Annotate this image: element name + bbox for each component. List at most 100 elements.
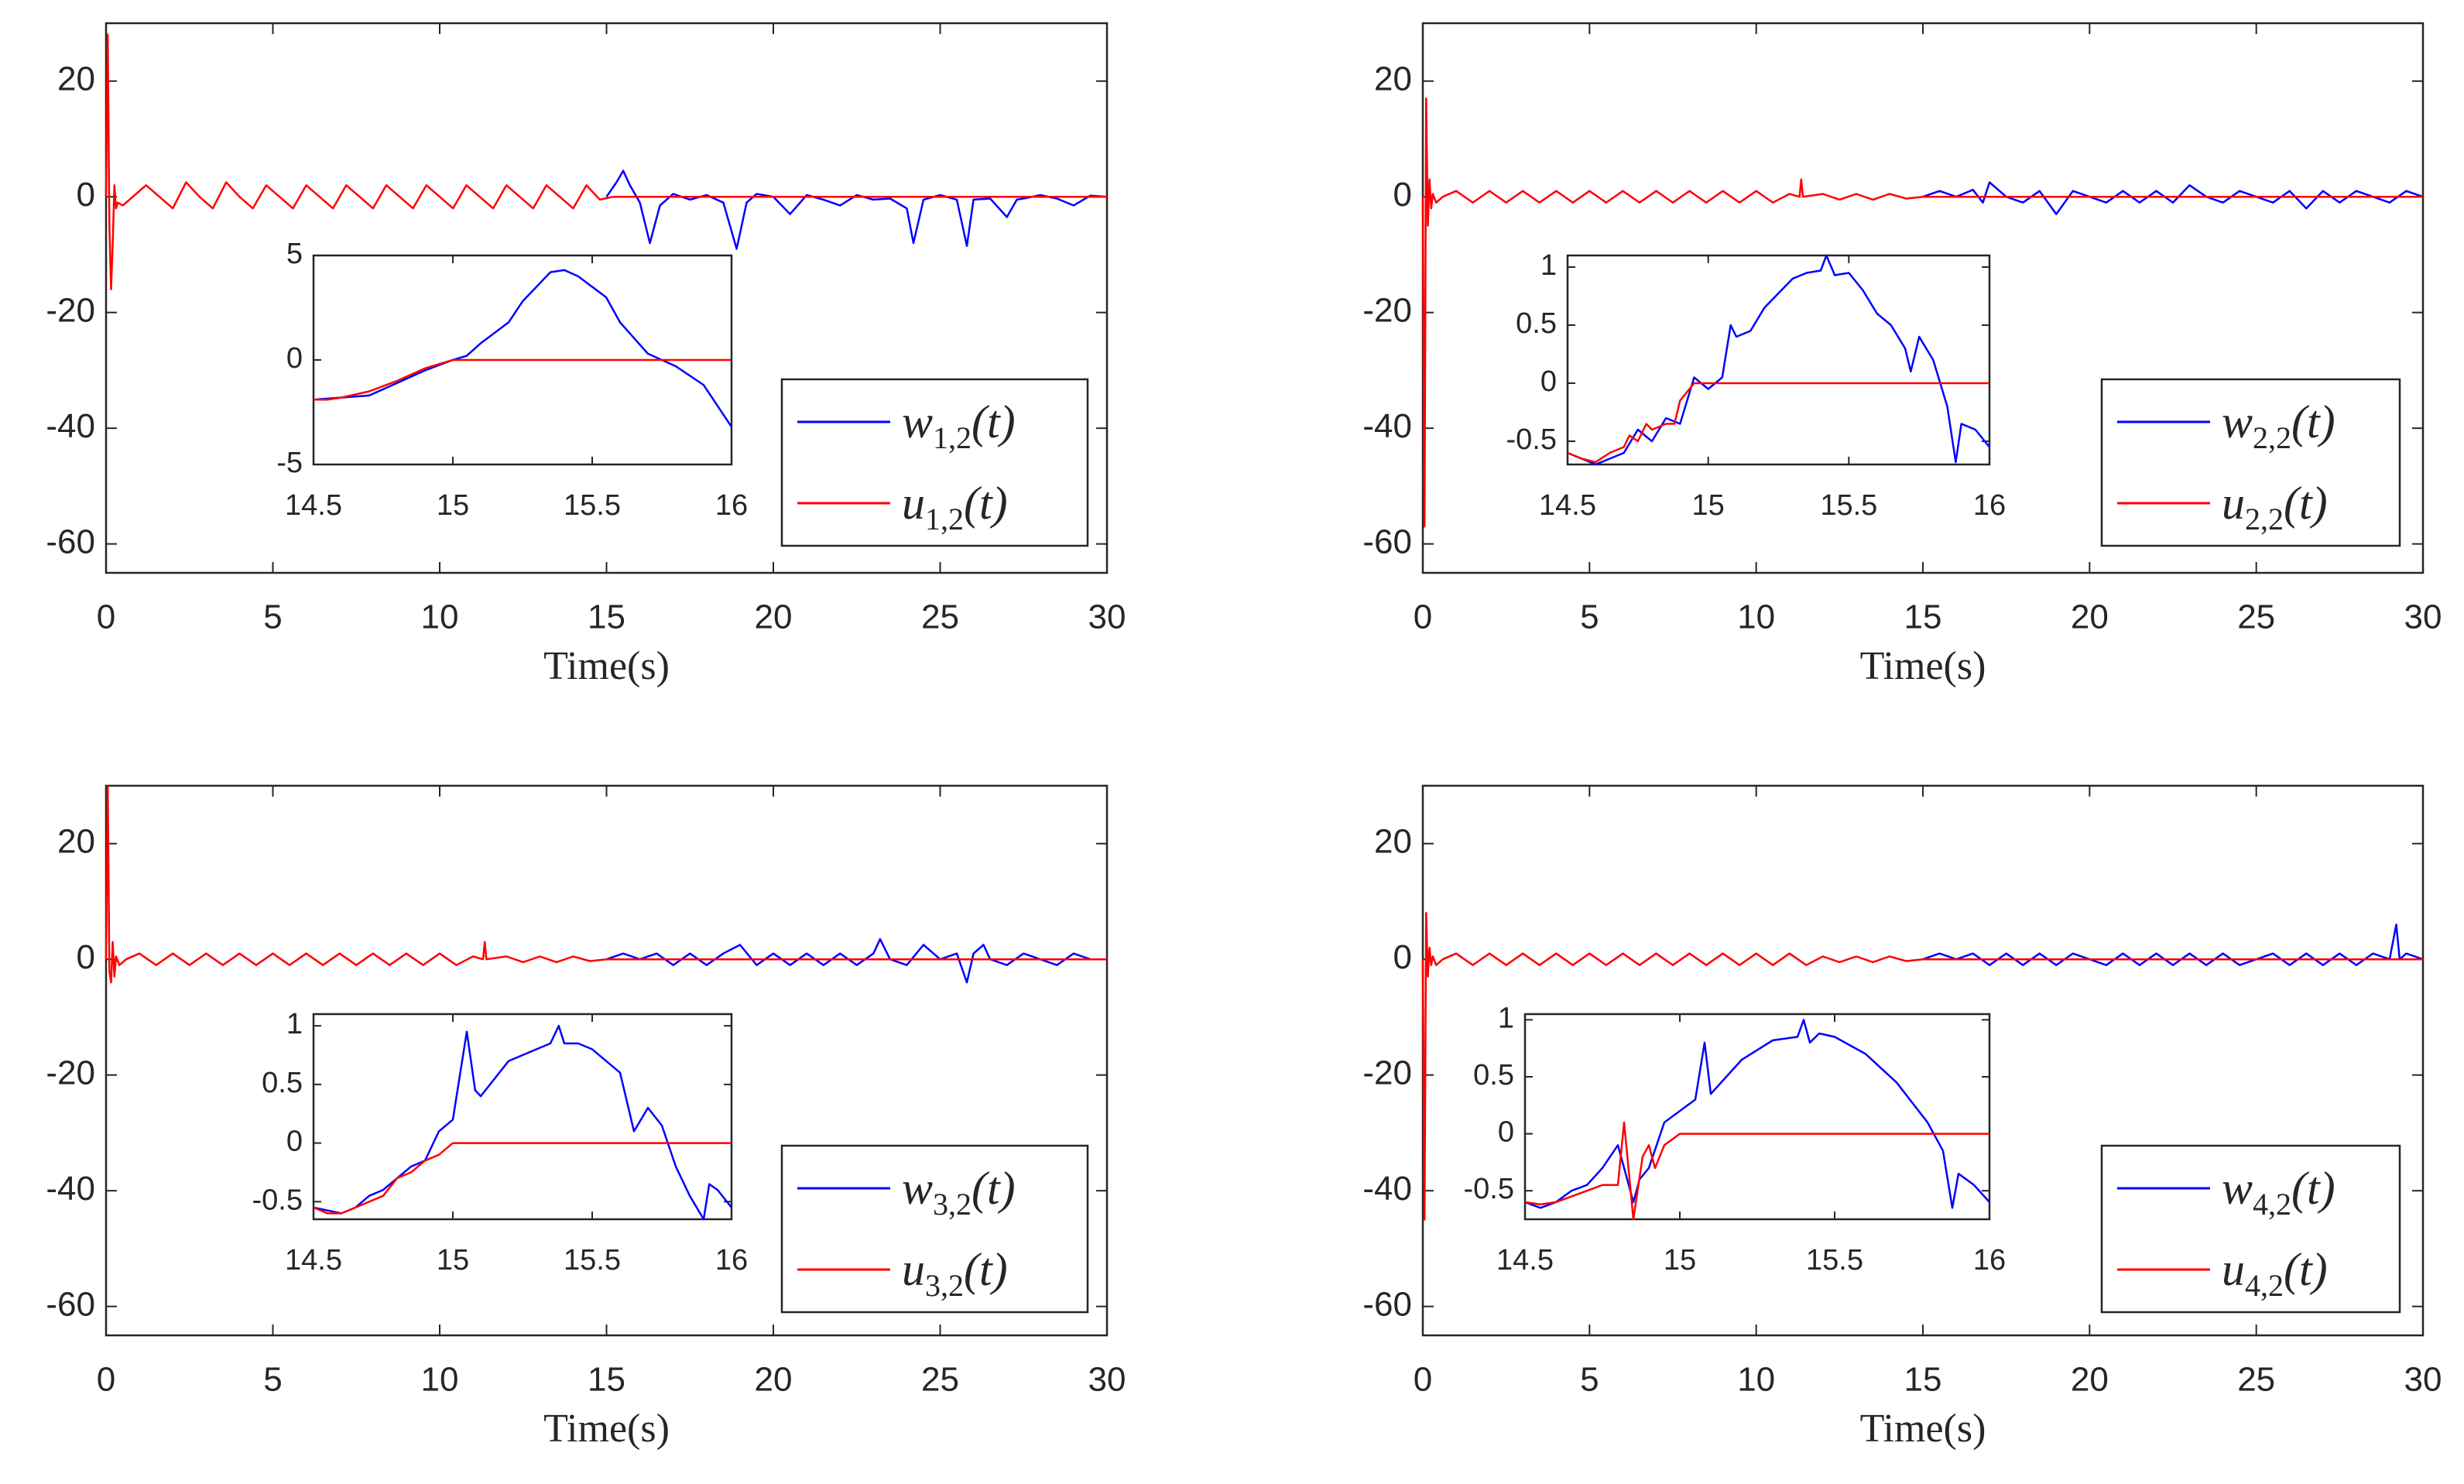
panel-4-legend-arg-w: (t) bbox=[2291, 1163, 2335, 1214]
panel-3-main-xtick-label: 15 bbox=[588, 1361, 625, 1399]
panel-4-main-xtick-label: 0 bbox=[1414, 1361, 1432, 1399]
panel-4-main-xtick-label: 30 bbox=[2404, 1361, 2442, 1399]
panel-3-main-ytick-label: -40 bbox=[46, 1170, 95, 1208]
panel-1-main-xtick-label: 20 bbox=[755, 598, 793, 636]
panel-4-main-ytick-label: -60 bbox=[1362, 1285, 1412, 1323]
panel-2-legend-arg-w: (t) bbox=[2291, 396, 2335, 447]
panel-2-main-xtick-label: 25 bbox=[2237, 598, 2275, 636]
panel-3-inset-ytick-label: 0 bbox=[286, 1126, 303, 1158]
panel-4-main-xtick-label: 10 bbox=[1737, 1361, 1775, 1399]
panel-4-legend-label-w: w4,2(t) bbox=[2222, 1163, 2335, 1222]
panel-2-main-ytick-label: -40 bbox=[1362, 407, 1412, 445]
panel-3-inset-ytick-label: 0.5 bbox=[262, 1067, 303, 1099]
panel-3-inset-xtick-label: 15.5 bbox=[564, 1244, 621, 1277]
panel-1-main-xtick-label: 15 bbox=[588, 598, 625, 636]
panel-1-main-ytick-label: -60 bbox=[46, 523, 95, 560]
panel-3-main-xtick-label: 10 bbox=[421, 1361, 459, 1399]
panel-1-series-w bbox=[605, 170, 1108, 250]
panel-1-main-xtick-label: 5 bbox=[263, 598, 282, 636]
panel-2-inset-axes-box bbox=[1566, 254, 1991, 466]
panel-3-inset-ytick-label: -0.5 bbox=[252, 1184, 303, 1216]
panel-3-legend-box bbox=[780, 1144, 1089, 1314]
panel-3-legend-arg-u: (t) bbox=[964, 1244, 1008, 1295]
panel-4-inset-ytick-label: -0.5 bbox=[1464, 1173, 1514, 1205]
panel-3-inset: 14.5 15 15.5 16 1 0.5 0 -0.5 bbox=[252, 1008, 749, 1277]
panel-1-main-ytick-label: -20 bbox=[46, 291, 95, 329]
panel-4-legend-box bbox=[2100, 1144, 2401, 1314]
panel-2-inset-ytick-label: 0 bbox=[1540, 365, 1557, 398]
panel-4-legend-subscript-w: 4,2 bbox=[2253, 1187, 2291, 1222]
panel-3-legend-symbol-w: w bbox=[902, 1163, 933, 1214]
panel-4-inset-xtick-label: 16 bbox=[1973, 1244, 2006, 1277]
panel-2-legend-arg-u: (t) bbox=[2284, 478, 2328, 529]
panel-1-main-xtick-label: 30 bbox=[1088, 598, 1126, 636]
panel-2-inset-xtick-label: 14.5 bbox=[1539, 489, 1596, 522]
panel-3-inset-xtick-label: 16 bbox=[715, 1244, 748, 1277]
panel-2-inset-ytick-label: 1 bbox=[1540, 249, 1557, 282]
panel-4-main-xtick-label: 15 bbox=[1904, 1361, 1942, 1399]
panel-2-legend-label-w: w2,2(t) bbox=[2222, 396, 2335, 455]
panel-2-inset-xtick-label: 15 bbox=[1692, 489, 1725, 522]
panel-3-legend: w3,2(t)u3,2(t) bbox=[780, 1144, 1089, 1314]
panel-2-inset-ytick-label: -0.5 bbox=[1506, 423, 1557, 456]
panel-2-inset-ytick-label: 0.5 bbox=[1516, 307, 1557, 340]
panel-3-main-ytick-label: 20 bbox=[57, 822, 95, 860]
panel-4-inset-xtick-label: 14.5 bbox=[1496, 1244, 1554, 1277]
panel-1-inset-series-u bbox=[314, 358, 732, 401]
panel-4-legend-label-u: u4,2(t) bbox=[2222, 1244, 2328, 1303]
panel-3-series-u bbox=[105, 784, 1107, 984]
panel-4-main-xtick-label: 5 bbox=[1580, 1361, 1599, 1399]
panel-3-main-xtick-label: 5 bbox=[263, 1361, 282, 1399]
panel-1-xlabel: Time(s) bbox=[543, 644, 670, 688]
panel-3-inset-axes-box bbox=[312, 1013, 733, 1221]
panel-3-main-xtick-label: 25 bbox=[921, 1361, 959, 1399]
panel-2-series-u bbox=[1421, 97, 2423, 528]
panel-2-xlabel: Time(s) bbox=[1860, 644, 1986, 688]
panel-4-inset-xtick-label: 15.5 bbox=[1806, 1244, 1863, 1277]
panel-4-inset-series-w bbox=[1524, 1019, 1990, 1209]
panel-3-main-ytick-label: -20 bbox=[46, 1054, 95, 1092]
panel-2-inset-xtick-label: 16 bbox=[1973, 489, 2006, 522]
panel-2-inset-series-u bbox=[1567, 382, 1989, 464]
panel-1-main-xtick-label: 10 bbox=[421, 598, 459, 636]
panel-1-legend-arg-u: (t) bbox=[964, 478, 1008, 529]
panel-2-main-xtick-label: 10 bbox=[1737, 598, 1775, 636]
panel-3-legend-label-w: w3,2(t) bbox=[902, 1163, 1016, 1222]
panel-3-legend-symbol-u: u bbox=[902, 1244, 925, 1295]
panel-1-legend-subscript-w: 1,2 bbox=[933, 420, 972, 455]
panel-1-inset-ytick-label: 0 bbox=[286, 342, 303, 375]
panel-2-legend-symbol-u: u bbox=[2222, 478, 2245, 529]
panel-3-main-xtick-label: 30 bbox=[1088, 1361, 1126, 1399]
panel-4-main-ytick-label: -20 bbox=[1362, 1054, 1412, 1092]
panel-1-inset-ytick-label: 5 bbox=[286, 238, 303, 270]
panel-4-main-xtick-label: 20 bbox=[2071, 1361, 2109, 1399]
panel-4-main-ytick-label: 0 bbox=[1393, 938, 1412, 976]
panel-2-legend-symbol-w: w bbox=[2222, 396, 2253, 447]
panel-1-inset-xtick-label: 15.5 bbox=[564, 489, 621, 522]
panel-1-inset-xtick-label: 14.5 bbox=[285, 489, 342, 522]
panel-1-legend: w1,2(t)u1,2(t) bbox=[780, 378, 1089, 547]
panel-4-inset-ytick-label: 0.5 bbox=[1473, 1059, 1514, 1092]
panel-4-legend-arg-u: (t) bbox=[2284, 1244, 2328, 1295]
panel-3-inset-series-u bbox=[313, 1142, 732, 1215]
panel-1-inset-xtick-label: 15 bbox=[437, 489, 469, 522]
panel-4-series-u bbox=[1421, 912, 2423, 1221]
panel-1-legend-arg-w: (t) bbox=[972, 396, 1016, 447]
panel-1-main-ytick-label: 20 bbox=[57, 60, 95, 98]
panel-4-legend: w4,2(t)u4,2(t) bbox=[2100, 1144, 2401, 1314]
panel-2-inset: 14.5 15 15.5 16 1 0.5 0 -0.5 bbox=[1506, 249, 2006, 522]
panel-4-series-w bbox=[1922, 924, 2424, 966]
panel-1-inset-ytick-label: -5 bbox=[276, 447, 303, 479]
panel-1-series-u bbox=[105, 33, 1107, 291]
panel-2-legend-label-u: u2,2(t) bbox=[2222, 478, 2328, 536]
panel-3-main-ytick-label: 0 bbox=[77, 938, 95, 976]
panel-2-legend-box bbox=[2100, 378, 2401, 547]
panel-2-legend-subscript-w: 2,2 bbox=[2253, 420, 2291, 455]
panel-4-legend-symbol-w: w bbox=[2222, 1163, 2253, 1214]
panel-4-legend-subscript-u: 4,2 bbox=[2245, 1268, 2284, 1303]
panel-2-main-ytick-label: -60 bbox=[1362, 523, 1412, 560]
panel-4-xlabel: Time(s) bbox=[1860, 1407, 1986, 1451]
